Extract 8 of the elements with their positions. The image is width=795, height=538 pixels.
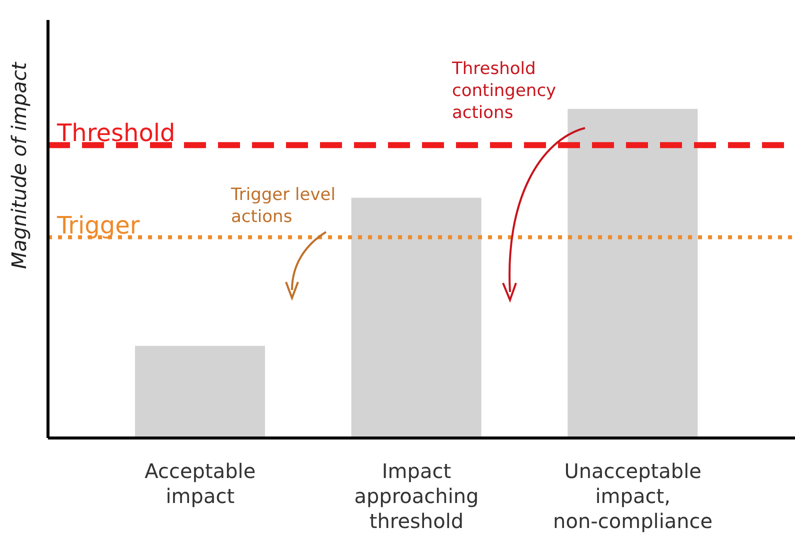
- annotation: Trigger level actions: [231, 184, 336, 228]
- ref-line-label: Threshold: [56, 119, 176, 148]
- ref-line-label: Trigger: [56, 211, 140, 240]
- annotation: Threshold contingency actions: [452, 58, 558, 124]
- x-tick-label: Acceptable impact: [144, 459, 256, 508]
- y-axis-title: Magnitude of impact: [7, 61, 32, 269]
- x-tick-label: Unacceptable impact, non-compliance: [553, 459, 713, 533]
- x-tick-label: Impact approaching threshold: [354, 459, 479, 533]
